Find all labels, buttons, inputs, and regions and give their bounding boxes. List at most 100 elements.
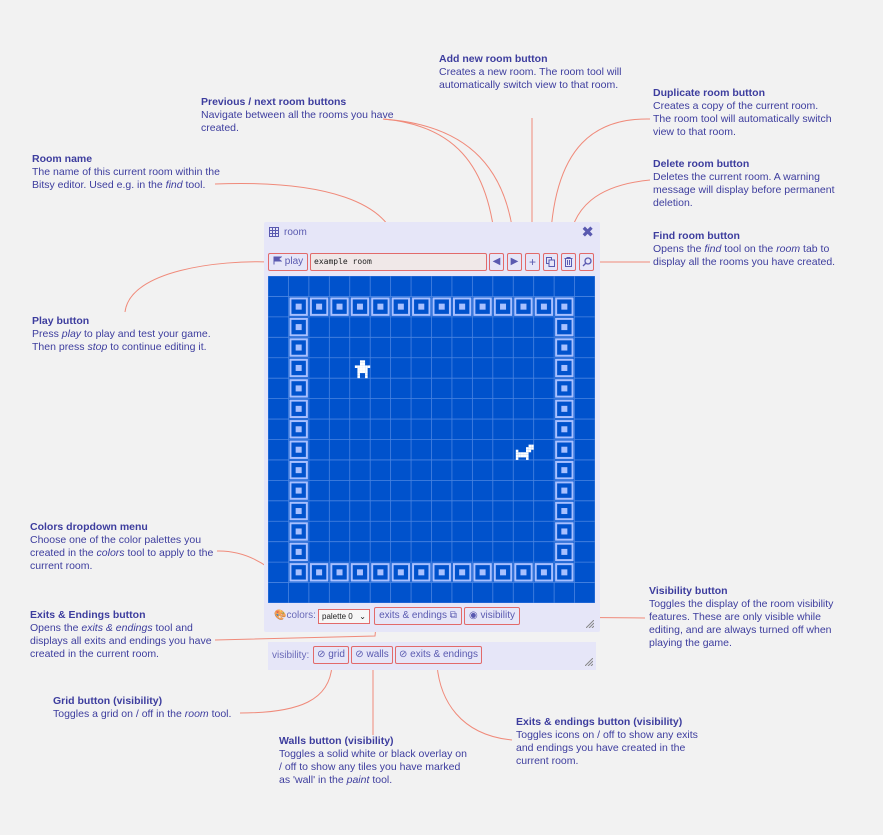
wall-tile-center bbox=[295, 467, 302, 474]
wall-tile bbox=[289, 379, 308, 398]
add-room-button[interactable]: + bbox=[525, 253, 540, 271]
wall-tile-center bbox=[397, 569, 404, 576]
avatar-pixel bbox=[362, 367, 366, 371]
wall-tile-center bbox=[356, 303, 363, 310]
cat-pixel bbox=[518, 452, 521, 455]
duplicate-room-button[interactable] bbox=[543, 253, 558, 271]
slashed-circle-icon: ⊘ bbox=[399, 649, 408, 660]
wall-tile-center bbox=[500, 303, 507, 310]
plus-icon: + bbox=[528, 255, 536, 269]
avatar-pixel bbox=[362, 370, 366, 374]
annotation-title: Play button bbox=[32, 315, 90, 327]
delete-room-button[interactable] bbox=[561, 253, 576, 271]
annotation-desc: Choose one of the color palettes you cre… bbox=[30, 534, 214, 572]
wall-tile bbox=[289, 440, 308, 459]
wall-tile bbox=[371, 563, 390, 582]
avatar-pixel bbox=[365, 365, 368, 368]
wall-tile-center bbox=[377, 569, 384, 576]
avatar-pixel bbox=[359, 360, 363, 363]
annotation-grid: Grid button (visibility) Toggles a grid … bbox=[53, 695, 238, 721]
cat-pixel bbox=[515, 449, 519, 453]
wall-tile-center bbox=[561, 344, 568, 351]
cat-pixel bbox=[523, 452, 527, 455]
wall-tile bbox=[555, 317, 574, 337]
annotation-title: Exits & Endings button bbox=[30, 609, 146, 621]
wall-tile-center bbox=[479, 569, 486, 576]
annotation-title: Room name bbox=[32, 153, 93, 165]
wall-tile-center bbox=[356, 569, 363, 576]
avatar-pixel bbox=[359, 370, 363, 374]
exits-endings-visibility-button[interactable]: ⊘ exits & endings bbox=[395, 646, 482, 664]
wall-tile bbox=[534, 563, 554, 582]
room-panel-titlebar[interactable]: room ✖ bbox=[264, 222, 600, 244]
wall-tile-center bbox=[561, 303, 568, 310]
play-button[interactable]: play bbox=[268, 253, 308, 271]
cat-pixel bbox=[531, 447, 534, 450]
avatar-pixel bbox=[354, 365, 358, 368]
annotation-delete: Delete room button Deletes the current r… bbox=[653, 158, 843, 210]
resize-handle-icon[interactable] bbox=[585, 658, 593, 666]
copy-icon bbox=[546, 257, 555, 267]
avatar-pixel bbox=[359, 362, 363, 366]
wall-tile-center bbox=[520, 569, 527, 576]
slashed-circle-icon: ⊘ bbox=[355, 649, 364, 660]
walls-visibility-button[interactable]: ⊘ walls bbox=[351, 646, 393, 664]
palette-icon: 🎨 bbox=[274, 610, 287, 621]
wall-tile bbox=[555, 440, 574, 459]
visibility-button[interactable]: ◉ visibility bbox=[464, 607, 520, 625]
wall-tile bbox=[289, 358, 308, 378]
wall-tile bbox=[493, 563, 513, 582]
wall-tile bbox=[289, 399, 308, 419]
room-grid-icon bbox=[269, 227, 279, 237]
annotation-desc: Toggles a solid white or black overlay o… bbox=[279, 748, 467, 786]
avatar-pixel bbox=[359, 365, 363, 368]
flag-icon bbox=[273, 256, 283, 265]
wall-tile-center bbox=[295, 344, 302, 351]
wall-tile bbox=[555, 420, 574, 439]
wall-tile bbox=[555, 399, 574, 419]
panel-title: room bbox=[284, 227, 307, 238]
wall-tile-center bbox=[540, 569, 547, 576]
avatar-pixel bbox=[365, 375, 368, 379]
annotation-play: Play button Press play to play and test … bbox=[32, 315, 217, 354]
wall-tile-center bbox=[295, 548, 302, 555]
wall-tile-center bbox=[316, 303, 323, 310]
play-label: play bbox=[284, 256, 304, 267]
annotation-desc: Press play to play and test your game. T… bbox=[32, 328, 211, 353]
annotation-title: Add new room button bbox=[439, 53, 548, 65]
wall-tile bbox=[371, 297, 390, 316]
wall-tile-center bbox=[295, 426, 302, 433]
room-name-input[interactable]: example room bbox=[310, 253, 487, 271]
wall-tile bbox=[493, 297, 513, 316]
wall-tile bbox=[289, 420, 308, 439]
avatar-pixel bbox=[357, 370, 360, 374]
wall-tile bbox=[330, 563, 349, 582]
annotation-title: Exits & endings button (visibility) bbox=[516, 716, 683, 728]
wall-tile bbox=[555, 563, 574, 582]
wall-tile-center bbox=[561, 528, 568, 535]
wall-tile-center bbox=[561, 364, 568, 371]
find-room-button[interactable] bbox=[579, 253, 594, 271]
cat-pixel bbox=[518, 454, 521, 458]
grid-visibility-button[interactable]: ⊘ grid bbox=[313, 646, 349, 664]
wall-tile-center bbox=[520, 303, 527, 310]
wall-tile bbox=[289, 297, 308, 316]
previous-room-button[interactable]: ◀ bbox=[489, 253, 504, 271]
annotation-title: Duplicate room button bbox=[653, 87, 765, 99]
exits-endings-button[interactable]: exits & endings ⧉ bbox=[374, 607, 462, 625]
palette-dropdown[interactable]: palette 0 ⌄ bbox=[318, 609, 370, 624]
annotation-duplicate: Duplicate room button Creates a copy of … bbox=[653, 87, 838, 139]
resize-handle-icon[interactable] bbox=[586, 620, 594, 628]
room-canvas[interactable] bbox=[268, 276, 595, 603]
wall-tile-center bbox=[561, 405, 568, 412]
wall-tile bbox=[289, 317, 308, 337]
avatar-pixel bbox=[365, 373, 368, 376]
wall-tile-center bbox=[295, 487, 302, 494]
wall-tile bbox=[452, 297, 472, 316]
close-icon[interactable]: ✖ bbox=[581, 224, 594, 241]
chevron-down-icon: ⌄ bbox=[359, 612, 366, 621]
next-room-button[interactable]: ▶ bbox=[507, 253, 522, 271]
cat-pixel bbox=[526, 454, 529, 458]
wall-tile-center bbox=[295, 528, 302, 535]
avatar-pixel bbox=[362, 362, 366, 366]
